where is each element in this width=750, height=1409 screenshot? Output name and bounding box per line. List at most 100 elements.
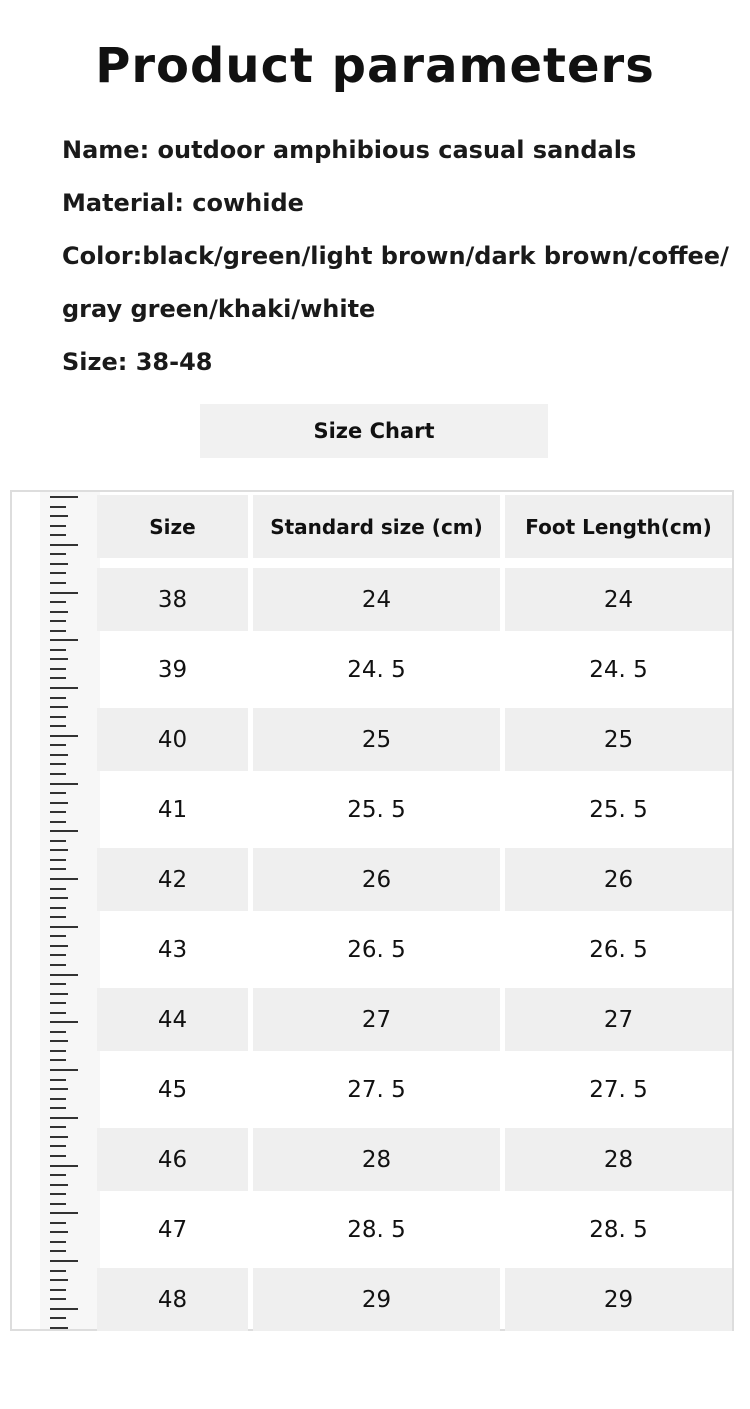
ruler-tick (50, 925, 78, 928)
param-material: Material: cowhide (62, 189, 304, 217)
table-cell: 29 (253, 1268, 500, 1331)
ruler-tick (50, 496, 78, 498)
table-cell: 28 (505, 1128, 732, 1191)
ruler-tick (50, 610, 68, 613)
table-cell: 25. 5 (589, 796, 648, 823)
ruler-tick (50, 792, 66, 795)
ruler-tick (50, 983, 66, 986)
ruler-tick (50, 849, 68, 852)
table-cell: 45 (157, 1076, 188, 1103)
ruler-tick (50, 839, 66, 842)
table-cell: 24 (505, 568, 732, 631)
ruler-tick (50, 696, 66, 699)
ruler-tick (50, 725, 66, 728)
header-cell: Standard size (cm) (253, 495, 500, 558)
ruler-tick (50, 1078, 66, 1081)
table-cell: 38 (97, 568, 248, 631)
ruler-tick (50, 524, 66, 527)
ruler-tick (50, 906, 66, 909)
table-cell: 24 (253, 568, 500, 631)
ruler-tick (50, 572, 66, 575)
ruler-tick (50, 1040, 68, 1043)
ruler-tick (50, 562, 68, 565)
ruler-tick (50, 1212, 78, 1215)
ruler-tick (50, 1021, 78, 1024)
ruler-tick (50, 1298, 66, 1301)
table-cell: 25. 5 (347, 796, 406, 823)
ruler-tick (50, 1059, 66, 1062)
ruler-tick (50, 1193, 66, 1196)
ruler-tick (50, 782, 78, 785)
table-cell: 46 (97, 1128, 248, 1191)
table-cell: 41 (157, 796, 188, 823)
ruler-tick (50, 620, 66, 623)
ruler-tick (50, 601, 66, 604)
ruler-tick (50, 887, 66, 890)
ruler-tick (50, 763, 66, 766)
ruler-tick (50, 687, 78, 689)
table-cell: 28. 5 (589, 1216, 648, 1243)
ruler-tick (50, 963, 66, 966)
ruler-tick (50, 1002, 66, 1005)
ruler-tick (50, 1011, 66, 1014)
ruler-tick (50, 534, 66, 537)
ruler-tick (50, 1288, 66, 1291)
table-cell: 24. 5 (589, 656, 648, 683)
table-cell: 24. 5 (347, 656, 406, 683)
ruler-tick (50, 820, 66, 823)
table-cell: 39 (157, 656, 188, 683)
ruler-tick (50, 1250, 66, 1253)
ruler-tick (50, 935, 66, 938)
ruler-tick (50, 1116, 78, 1119)
ruler-tick (50, 1154, 66, 1157)
size-chart-label: Size Chart (200, 404, 548, 458)
ruler-tick (50, 1107, 66, 1110)
table-cell: 26. 5 (347, 936, 406, 963)
param-color: Color:black/green/light brown/dark brown… (62, 242, 729, 270)
ruler-tick (50, 505, 66, 508)
ruler-tick (50, 734, 78, 737)
param-size: Size: 38-48 (62, 348, 213, 376)
table-cell: 48 (97, 1268, 248, 1331)
table-cell: 27 (505, 988, 732, 1051)
ruler-tick (50, 1240, 66, 1243)
ruler-tick (50, 954, 66, 957)
table-cell: 42 (97, 848, 248, 911)
table-cell: 43 (157, 936, 188, 963)
table-cell: 28. 5 (347, 1216, 406, 1243)
ruler-tick (50, 1069, 78, 1071)
ruler-tick (50, 658, 68, 661)
page-title: Product parameters (95, 38, 655, 94)
ruler-tick (50, 830, 78, 833)
ruler-tick (50, 897, 68, 900)
ruler-decoration (40, 492, 100, 1329)
ruler-tick (50, 1174, 66, 1177)
ruler-tick (50, 1164, 78, 1167)
table-cell: 27. 5 (589, 1076, 648, 1103)
table-cell: 47 (157, 1216, 188, 1243)
header-cell: Foot Length(cm) (505, 495, 732, 558)
table-cell: 44 (97, 988, 248, 1051)
ruler-tick (50, 973, 78, 976)
ruler-tick (50, 591, 78, 594)
ruler-tick (50, 715, 66, 718)
table-cell: 29 (505, 1268, 732, 1331)
ruler-tick (50, 944, 68, 947)
ruler-tick (50, 1183, 68, 1186)
ruler-tick (50, 1269, 66, 1272)
size-table: Size Standard size (cm) Foot Length(cm) 38 2… (10, 490, 734, 1331)
ruler-tick (50, 1049, 66, 1052)
ruler-tick (50, 916, 66, 919)
ruler-tick (50, 992, 68, 995)
table-cell: 25 (253, 708, 500, 771)
table-cell: 26. 5 (589, 936, 648, 963)
header-cell: Size (97, 495, 248, 558)
table-cell: 26 (253, 848, 500, 911)
ruler-tick (50, 1202, 66, 1205)
ruler-tick (50, 1221, 66, 1224)
ruler-tick (50, 1279, 68, 1282)
ruler-tick (50, 772, 66, 775)
ruler-tick (50, 753, 68, 756)
ruler-tick (50, 858, 66, 861)
ruler-tick (50, 639, 78, 642)
